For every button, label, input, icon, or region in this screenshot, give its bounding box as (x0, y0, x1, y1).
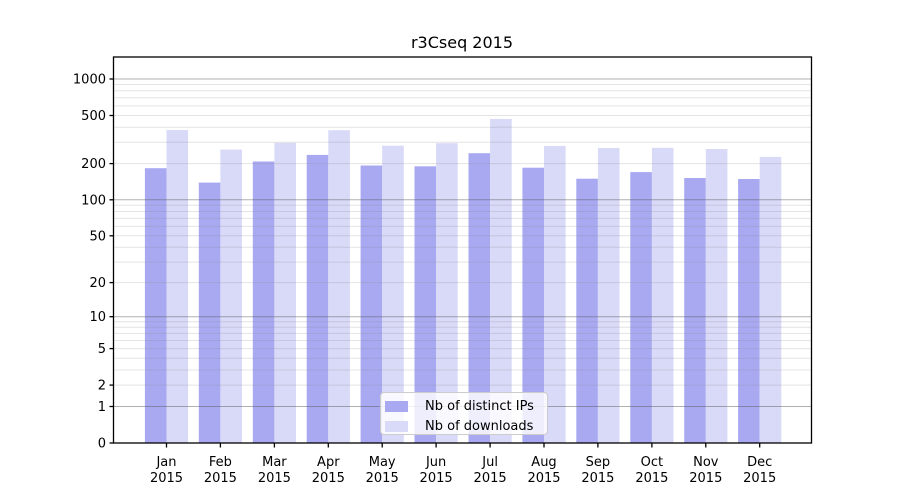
legend-item-downloads: Nb of downloads (385, 418, 542, 434)
bar-downloads (328, 130, 350, 443)
y-tick-label: 20 (89, 276, 106, 291)
bar-distinct-ips (630, 172, 652, 443)
bar-distinct-ips (144, 168, 167, 443)
x-tick-label-month: Oct (641, 455, 663, 470)
legend-swatch-distinct-ips (385, 400, 408, 412)
x-tick-label-year: 2015 (474, 471, 507, 486)
x-tick-label-year: 2015 (635, 471, 668, 486)
bar-downloads (597, 148, 620, 443)
bar-downloads (705, 149, 728, 443)
y-tick-label: 5 (98, 342, 106, 357)
bar-distinct-ips (576, 178, 598, 443)
x-tick-label-month: Apr (317, 455, 340, 470)
bar-distinct-ips (198, 182, 221, 443)
x-tick-label-month: Feb (209, 455, 232, 470)
bar-downloads (166, 129, 189, 443)
x-tick-label-year: 2015 (743, 471, 776, 486)
legend-label-downloads: Nb of downloads (425, 418, 534, 434)
legend: Nb of distinct IPs Nb of downloads (380, 392, 548, 435)
bar-distinct-ips (684, 178, 706, 443)
legend-item-distinct-ips: Nb of distinct IPs (385, 398, 542, 414)
x-tick-label-year: 2015 (312, 471, 345, 486)
plot-border (112, 56, 813, 444)
bar-downloads (544, 145, 566, 443)
x-tick-label-year: 2015 (420, 471, 453, 486)
y-tick-label: 0 (98, 437, 106, 452)
bar-downloads (759, 156, 782, 443)
x-tick-label-month: Jul (481, 455, 498, 470)
x-tick-label-year: 2015 (204, 471, 237, 486)
y-tick-label: 100 (81, 193, 106, 208)
x-tick-label-month: Jan (155, 455, 176, 470)
bar-distinct-ips (738, 179, 760, 443)
x-tick-label-year: 2015 (150, 471, 183, 486)
y-tick-label: 1 (98, 400, 106, 415)
legend-swatch-downloads (385, 420, 408, 432)
bar-downloads (436, 143, 458, 443)
y-tick-label: 2 (98, 379, 106, 394)
y-tick-label: 200 (81, 157, 106, 172)
bar-distinct-ips (360, 165, 383, 443)
bar-downloads (651, 147, 674, 444)
bar-distinct-ips (522, 167, 544, 443)
x-tick-label-month: Sep (586, 455, 611, 470)
legend-label-distinct-ips: Nb of distinct IPs (425, 398, 534, 414)
x-tick-label-month: Aug (531, 455, 556, 470)
y-tick-label: 10 (89, 310, 106, 325)
bar-distinct-ips (252, 161, 275, 443)
x-tick-label-month: Nov (693, 455, 719, 470)
x-tick-label-year: 2015 (527, 471, 560, 486)
bar-distinct-ips (468, 153, 491, 443)
y-tick-label: 500 (81, 109, 106, 124)
x-tick-label-month: Mar (262, 455, 287, 470)
x-tick-label-year: 2015 (581, 471, 614, 486)
x-tick-label-year: 2015 (258, 471, 291, 486)
bar-downloads (220, 149, 242, 443)
chart-title: r3Cseq 2015 (410, 33, 514, 52)
x-tick-label-month: May (369, 455, 396, 470)
y-tick-label: 1000 (73, 73, 106, 88)
bar-downloads (382, 145, 404, 443)
y-tick-label: 50 (89, 229, 106, 244)
x-tick-label-year: 2015 (366, 471, 399, 486)
x-tick-label-year: 2015 (689, 471, 722, 486)
x-tick-label-month: Jun (425, 455, 446, 470)
bar-downloads (274, 142, 296, 444)
bar-distinct-ips (306, 154, 329, 443)
bar-downloads (490, 118, 512, 444)
x-tick-label-month: Dec (747, 455, 772, 470)
bar-distinct-ips (414, 166, 437, 444)
